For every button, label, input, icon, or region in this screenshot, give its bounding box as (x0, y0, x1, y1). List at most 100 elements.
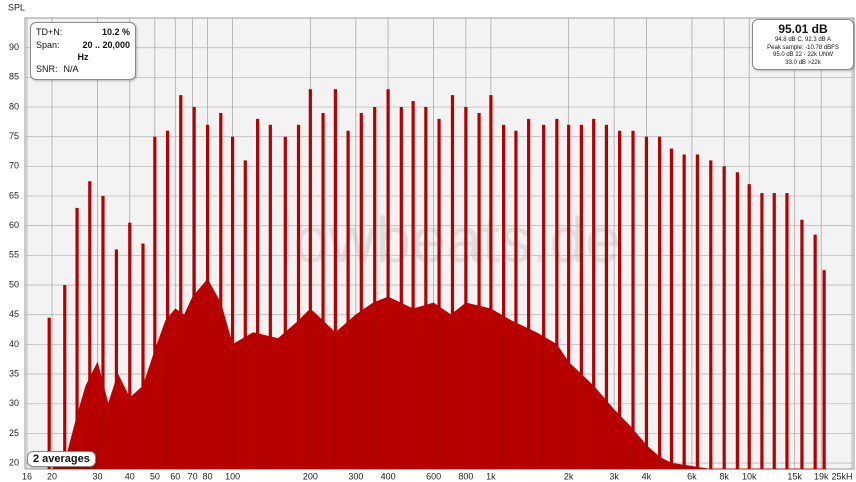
tone-peak (114, 249, 119, 469)
level-box: 95.01 dB 94.8 dB C, 92.3 dB A Peak sampl… (752, 19, 854, 70)
x-tick-label: 4k (642, 471, 652, 481)
y-tick-label: 55 (9, 250, 19, 260)
tone-peak (219, 112, 223, 470)
tone-peak (658, 136, 662, 469)
x-tick-label: 25kH (831, 471, 852, 481)
tone-peak (604, 124, 609, 469)
x-tick-label: 600 (426, 471, 441, 481)
x-tick-label: 50 (150, 471, 160, 481)
tone-peak (722, 166, 726, 469)
tone-peak (411, 101, 415, 469)
tone-peak (631, 130, 635, 469)
x-tick-label: 200 (303, 471, 318, 481)
value: N/A (63, 64, 79, 74)
tone-peak (450, 95, 455, 469)
y-axis-label: SPL (8, 2, 25, 12)
tone-peak (813, 234, 817, 469)
x-tick-label: 300 (348, 471, 363, 481)
x-tick-label: 8k (719, 471, 729, 481)
tone-peak (618, 130, 622, 469)
x-tick-label: 15k (787, 471, 802, 481)
y-tick-label: 75 (9, 131, 19, 141)
y-tick-label: 60 (9, 220, 19, 230)
ultrasonic: 33.0 dB >22k (785, 59, 821, 66)
stats-box: TD+N: 10.2 % Span: 20 .. 20,000 Hz SNR: N/A (30, 22, 136, 80)
tone-peak (386, 89, 390, 470)
tone-peak (283, 136, 287, 469)
y-tick-label: 70 (9, 161, 19, 171)
y-tick-label: 90 (9, 42, 19, 52)
tone-peak (75, 207, 79, 470)
tone-peak (709, 160, 713, 469)
x-tick-label: 1k (486, 471, 496, 481)
tone-peak (243, 160, 247, 469)
tone-peak (514, 130, 518, 469)
level: 95.01 dB (778, 22, 828, 36)
tone-peak (205, 124, 210, 469)
tone-peak (333, 89, 337, 470)
tone-peak (359, 112, 363, 470)
y-tick-label: 40 (9, 339, 19, 349)
tone-peak (179, 95, 183, 469)
weightings: 94.8 dB C, 92.3 dB A (774, 37, 832, 43)
averages: 2 averages (27, 451, 96, 467)
tone-peak (579, 124, 583, 469)
x-tick-label: 40 (125, 471, 135, 481)
tone-peak (592, 118, 596, 469)
x-tick-label: 800 (458, 471, 473, 481)
tone-peak (268, 124, 272, 469)
y-tick-label: 80 (9, 101, 19, 111)
y-tick-label: 50 (9, 279, 19, 289)
tone-peak (153, 136, 157, 469)
tone-peak (747, 184, 751, 469)
tone-peak (437, 118, 441, 469)
label: SNR: (36, 64, 58, 74)
tone-peak (346, 130, 350, 469)
y-tick-label: 30 (9, 398, 19, 408)
tone-peak (424, 107, 428, 470)
tone-peak (141, 243, 145, 469)
tone-peak (192, 107, 196, 470)
x-tick-label: 3k (609, 471, 619, 481)
tone-peak (489, 95, 493, 469)
tone-peak (502, 124, 506, 469)
tone-peak (101, 196, 105, 470)
tone-peak (735, 172, 739, 469)
value: 10.2 % (101, 27, 130, 37)
tone-peak (682, 154, 686, 469)
tone-peak (88, 181, 92, 469)
label: TD+N: (36, 27, 63, 37)
tone-peak (669, 148, 674, 470)
unweighted: 95.0 dB 22 - 22k UNW (772, 52, 834, 58)
tone-peak (464, 107, 468, 470)
tone-peak (230, 136, 235, 469)
y-tick-label: 20 (9, 457, 19, 467)
x-tick-label: 30 (93, 471, 103, 481)
x-tick-label: 400 (381, 471, 396, 481)
tone-peak (256, 118, 260, 469)
tone-peak (296, 124, 301, 469)
tone-peak (63, 285, 67, 469)
x-tick-label: 19k (814, 471, 829, 481)
tone-peak (822, 270, 826, 469)
x-tick-label: 6k (687, 471, 697, 481)
x-tick-label: 70 (188, 471, 198, 481)
peak: Peak sample: -10.78 dBFS (767, 44, 839, 51)
y-tick-label: 35 (9, 368, 19, 378)
tone-peak (800, 219, 804, 469)
x-tick-label: 10k (742, 471, 757, 481)
y-tick-label: 45 (9, 309, 19, 319)
value: 20 .. 20,000 (82, 40, 130, 50)
x-tick-label: 2k (564, 471, 574, 481)
y-tick-label: 85 (9, 72, 19, 82)
tone-peak (47, 317, 51, 469)
tone-peak (567, 124, 571, 469)
x-tick-label: 80 (203, 471, 213, 481)
tone-peak (321, 112, 325, 470)
x-tick-label: 60 (170, 471, 180, 481)
tone-peak (373, 107, 377, 470)
tone-peak (399, 107, 403, 470)
tone-peak (165, 130, 170, 469)
tone-peak (644, 136, 649, 469)
